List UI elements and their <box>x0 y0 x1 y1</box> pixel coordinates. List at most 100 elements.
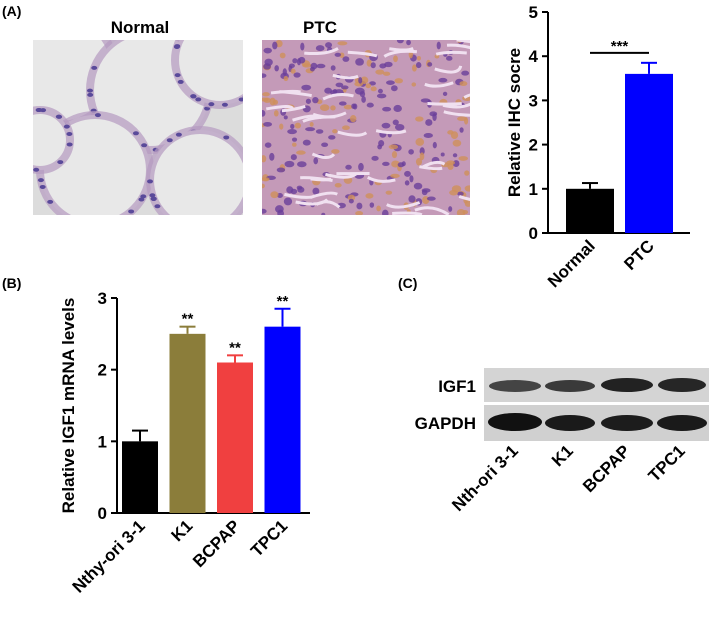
nucleus <box>291 189 298 195</box>
nucleus <box>245 164 251 168</box>
nucleus <box>382 123 391 129</box>
nucleus <box>397 38 404 43</box>
nucleus <box>223 13 229 17</box>
nucleus <box>295 123 301 129</box>
nucleus <box>261 155 267 162</box>
x-tick-label: K1 <box>168 516 197 545</box>
nucleus <box>193 228 199 232</box>
nucleus <box>451 131 458 139</box>
nucleus <box>325 42 332 48</box>
nucleus <box>390 174 400 178</box>
nucleus <box>297 161 307 167</box>
nucleus <box>91 66 97 70</box>
y-axis-label: Relative IGF1 mRNA levels <box>59 298 78 514</box>
panel-label: (A) <box>2 3 21 19</box>
bar <box>122 441 158 513</box>
y-tick-label: 4 <box>529 47 539 66</box>
nucleus <box>429 111 437 116</box>
nucleus <box>395 78 403 83</box>
nucleus <box>376 205 381 211</box>
nucleus <box>393 55 398 62</box>
y-tick-label: 2 <box>529 136 538 155</box>
nucleus <box>457 192 464 196</box>
nucleus <box>18 161 24 165</box>
nucleus <box>222 103 228 107</box>
nucleus <box>64 125 70 129</box>
nucleus <box>262 92 270 96</box>
nucleus <box>355 88 365 95</box>
nucleus <box>422 190 428 196</box>
image-title: Normal <box>111 18 170 37</box>
nucleus <box>57 160 63 164</box>
lumen <box>311 179 332 180</box>
nucleus <box>285 161 295 167</box>
nucleus <box>95 113 101 117</box>
bar <box>170 334 206 513</box>
nucleus <box>292 58 297 63</box>
nucleus <box>68 14 74 18</box>
nucleus <box>196 18 202 22</box>
nucleus <box>154 204 160 208</box>
nucleus <box>223 135 229 139</box>
nucleus <box>291 154 297 160</box>
nucleus <box>269 153 274 161</box>
bar <box>265 327 301 513</box>
nucleus <box>414 183 422 190</box>
nucleus <box>270 98 276 106</box>
x-tick-label: PTC <box>620 236 657 273</box>
nucleus <box>459 81 467 86</box>
nucleus <box>330 105 335 110</box>
nucleus <box>128 209 134 213</box>
nucleus <box>201 228 207 232</box>
nucleus <box>393 119 399 125</box>
nucleus <box>18 115 24 119</box>
nucleus <box>274 110 279 116</box>
lumen <box>392 213 422 215</box>
nucleus <box>10 97 16 101</box>
nucleus <box>349 199 354 204</box>
nucleus <box>263 48 271 54</box>
nucleus <box>365 83 371 88</box>
nucleus <box>133 131 139 135</box>
nucleus <box>6 48 12 52</box>
significance-label: ** <box>277 293 289 310</box>
nucleus <box>379 63 386 68</box>
nucleus <box>141 143 147 147</box>
nucleus <box>408 195 415 202</box>
nucleus <box>316 64 325 68</box>
y-tick-label: 3 <box>529 91 538 110</box>
nucleus <box>339 101 347 105</box>
nucleus <box>392 151 397 158</box>
nucleus <box>370 202 375 207</box>
cell-ring <box>150 130 250 230</box>
nucleus <box>457 209 465 217</box>
nucleus <box>284 76 289 81</box>
nucleus <box>245 193 251 197</box>
nucleus <box>297 187 304 193</box>
nucleus <box>321 213 325 217</box>
nucleus <box>377 94 386 99</box>
nucleus <box>239 97 245 101</box>
nucleus <box>147 179 153 183</box>
nucleus <box>272 42 277 50</box>
nucleus <box>313 157 318 164</box>
cell-ring <box>175 15 265 105</box>
nucleus <box>174 223 180 227</box>
nucleus <box>316 45 325 51</box>
nucleus <box>332 129 337 133</box>
nucleus <box>378 89 383 94</box>
nucleus <box>345 165 351 170</box>
nucleus <box>365 193 373 198</box>
nucleus <box>290 124 294 129</box>
nucleus <box>464 170 469 175</box>
nucleus <box>298 57 305 64</box>
nucleus <box>87 93 93 97</box>
y-tick-label: 0 <box>98 504 107 523</box>
nucleus <box>459 127 463 133</box>
nucleus <box>36 108 42 112</box>
nucleus <box>375 69 384 74</box>
nucleus <box>263 122 272 127</box>
nucleus <box>441 152 445 156</box>
nucleus <box>427 196 436 200</box>
